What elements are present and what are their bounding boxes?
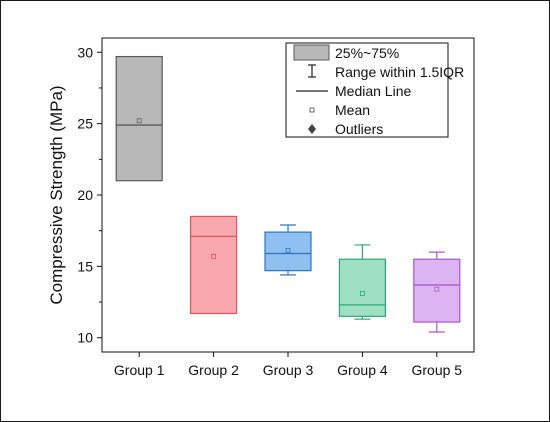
mean-marker: [136, 118, 142, 124]
legend-label-outliers: Outliers: [335, 121, 383, 137]
y-tick-label: 10: [77, 330, 93, 346]
mean-marker: [434, 286, 440, 292]
y-tick-label: 20: [77, 187, 93, 203]
legend-box-swatch: [293, 44, 330, 61]
legend: 25%~75% Range within 1.5IQR Median Line …: [285, 42, 464, 138]
iqr-box: [413, 258, 461, 323]
legend-label-box: 25%~75%: [335, 45, 399, 61]
box-2: [190, 215, 238, 315]
box-4: [338, 244, 386, 320]
iqr-box: [338, 258, 386, 317]
x-axis-ticks: Group 1 Group 2 Group 3 Group 4 Group 5: [114, 352, 462, 378]
legend-label-mean: Mean: [335, 102, 370, 118]
legend-mean-swatch: [309, 107, 315, 113]
boxes: [115, 55, 461, 333]
x-tick-label: Group 5: [412, 362, 463, 378]
y-axis-ticks: 10 15 20 25 30: [77, 44, 102, 346]
iqr-box: [264, 231, 312, 272]
x-tick-label: Group 4: [337, 362, 388, 378]
mean-marker: [359, 291, 365, 296]
legend-label-median: Median Line: [335, 83, 411, 99]
x-tick-label: Group 1: [114, 362, 165, 378]
iqr-box: [190, 215, 238, 315]
box-1: [115, 55, 163, 182]
y-tick-label: 30: [77, 44, 93, 60]
box-3: [264, 224, 312, 276]
y-axis-title: Compressive Strength (MPa): [47, 85, 66, 304]
legend-label-whisker: Range within 1.5IQR: [335, 64, 464, 80]
x-tick-label: Group 2: [188, 362, 239, 378]
mean-marker: [211, 253, 217, 259]
legend-whisker-swatch: [308, 64, 316, 78]
x-tick-label: Group 3: [263, 362, 314, 378]
mean-marker: [285, 248, 291, 254]
y-tick-label: 15: [77, 258, 93, 274]
y-tick-label: 25: [77, 116, 93, 132]
legend-outlier-swatch: [308, 124, 316, 134]
box-5: [413, 251, 461, 333]
